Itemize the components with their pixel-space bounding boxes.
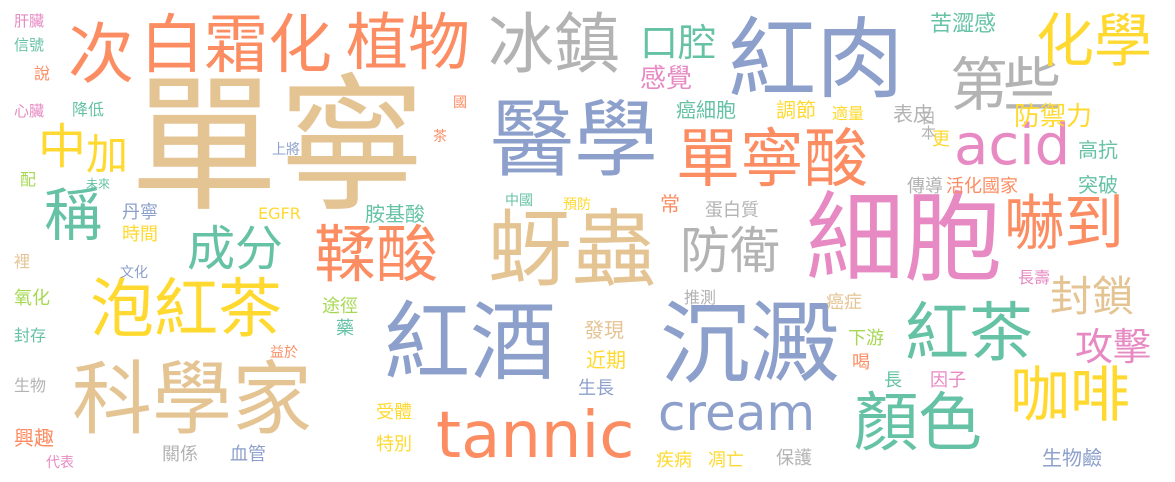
cloud-word: tannic bbox=[436, 399, 635, 473]
cloud-word: 日本 bbox=[919, 110, 937, 140]
cloud-word: 中 bbox=[38, 119, 87, 175]
cloud-word: 上將 bbox=[272, 142, 300, 158]
cloud-word: 信號 bbox=[14, 36, 45, 54]
cloud-word: 突破 bbox=[1078, 173, 1118, 197]
cloud-word: 蛋白質 bbox=[705, 200, 759, 221]
cloud-word: 紅酒 bbox=[384, 293, 556, 393]
cloud-word: 白霜化 bbox=[140, 9, 332, 83]
cloud-word: 未來 bbox=[86, 177, 111, 191]
cloud-word: 預防 bbox=[563, 197, 591, 213]
cloud-word: 癌症 bbox=[826, 292, 862, 313]
cloud-word: 癌細胞 bbox=[676, 98, 736, 122]
cloud-word: 國 bbox=[453, 95, 467, 111]
cloud-word: 紅茶 bbox=[905, 297, 1033, 371]
cloud-word: 丹寧 bbox=[122, 202, 158, 223]
cloud-word: 次 bbox=[68, 16, 134, 93]
cloud-word: 文化 bbox=[120, 265, 148, 281]
cloud-word: 心臟 bbox=[14, 102, 45, 120]
cloud-word: 更 bbox=[932, 129, 950, 150]
cloud-word: 血管 bbox=[230, 444, 266, 465]
cloud-word: 長壽 bbox=[1018, 268, 1051, 287]
cloud-word: 長 bbox=[884, 370, 902, 391]
cloud-word: 茶 bbox=[433, 129, 447, 145]
cloud-word: 氧化 bbox=[14, 288, 50, 309]
cloud-word: 紅肉 bbox=[728, 8, 905, 111]
cloud-word: 加 bbox=[86, 130, 129, 179]
cloud-word: 藥 bbox=[336, 318, 354, 339]
cloud-word: 感覺 bbox=[640, 64, 693, 94]
cloud-word: 關係 bbox=[162, 444, 198, 465]
cloud-word: 時間 bbox=[122, 224, 158, 245]
cloud-word: 興趣 bbox=[14, 426, 54, 450]
cloud-word: 沉澱 bbox=[660, 292, 840, 397]
cloud-word: 肝臟 bbox=[14, 12, 45, 30]
cloud-word: 表皮 bbox=[893, 102, 933, 126]
cloud-word: 單寧酸 bbox=[676, 123, 868, 197]
cloud-word: 植物 bbox=[346, 6, 471, 79]
cloud-word: 裡 bbox=[14, 252, 31, 271]
cloud-word: 些 bbox=[1003, 51, 1062, 119]
cloud-word: 配 bbox=[20, 170, 37, 189]
cloud-word: 推測 bbox=[684, 288, 717, 307]
cloud-word: 代表 bbox=[46, 455, 74, 471]
cloud-word: 高抗 bbox=[1078, 138, 1118, 162]
cloud-word: 說 bbox=[34, 64, 51, 83]
cloud-word: 咖啡 bbox=[1010, 361, 1130, 431]
cloud-word: 特別 bbox=[376, 434, 412, 455]
cloud-word: 生物鹼 bbox=[1042, 446, 1102, 470]
cloud-word: 泡紅茶 bbox=[90, 273, 282, 347]
cloud-word: 科學家 bbox=[72, 353, 312, 446]
cloud-word: 發現 bbox=[584, 318, 624, 342]
cloud-word: acid bbox=[954, 113, 1071, 178]
cloud-word: 常 bbox=[660, 192, 680, 216]
cloud-word: 細胞 bbox=[806, 182, 1003, 296]
cloud-word: 鞣酸 bbox=[314, 218, 439, 291]
cloud-word: 蚜蟲 bbox=[488, 201, 657, 299]
cloud-word: cream bbox=[658, 384, 816, 442]
cloud-word: 下游 bbox=[848, 328, 884, 349]
cloud-word: 嚇到 bbox=[1004, 189, 1124, 259]
cloud-word: 單寧 bbox=[130, 60, 426, 232]
cloud-word: 冰鎮 bbox=[488, 6, 620, 83]
cloud-word: 口腔 bbox=[640, 21, 717, 65]
cloud-word: 中國 bbox=[505, 193, 533, 209]
cloud-word: 保護 bbox=[776, 448, 812, 469]
cloud-word: 第 bbox=[950, 51, 1009, 119]
cloud-word: 化學 bbox=[1036, 7, 1153, 75]
cloud-word: 因子 bbox=[930, 370, 966, 391]
cloud-word: 胺基酸 bbox=[365, 202, 425, 226]
cloud-word: 醫學 bbox=[490, 91, 659, 189]
cloud-word: 調節 bbox=[776, 98, 816, 122]
cloud-word: 成分 bbox=[187, 221, 284, 277]
cloud-word: 生物 bbox=[14, 376, 47, 395]
cloud-word: 攻擊 bbox=[1075, 325, 1152, 369]
cloud-word: 封鎖 bbox=[1050, 272, 1135, 321]
cloud-word: 益於 bbox=[270, 345, 298, 361]
cloud-word: 受體 bbox=[376, 402, 412, 423]
cloud-word: 喝 bbox=[852, 352, 870, 373]
cloud-word: 防衛 bbox=[680, 222, 780, 280]
cloud-word: 苦澀感 bbox=[930, 12, 997, 37]
cloud-word: EGFR bbox=[258, 204, 301, 223]
cloud-word: 活化國家 bbox=[946, 176, 1018, 197]
cloud-word: 適量 bbox=[832, 104, 865, 123]
cloud-word: 凋亡 bbox=[708, 450, 744, 471]
cloud-word: 稱 bbox=[44, 181, 103, 249]
cloud-word: 生長 bbox=[578, 378, 614, 399]
cloud-word: 顏色 bbox=[854, 387, 982, 461]
cloud-word: 途徑 bbox=[322, 296, 358, 317]
cloud-word: 封存 bbox=[14, 326, 47, 345]
cloud-word: 疾病 bbox=[656, 450, 692, 471]
cloud-word: 傳導 bbox=[907, 176, 943, 197]
cloud-word: 降低 bbox=[72, 100, 105, 119]
cloud-word: 防禦力 bbox=[1014, 102, 1093, 132]
cloud-word: 近期 bbox=[586, 348, 626, 372]
